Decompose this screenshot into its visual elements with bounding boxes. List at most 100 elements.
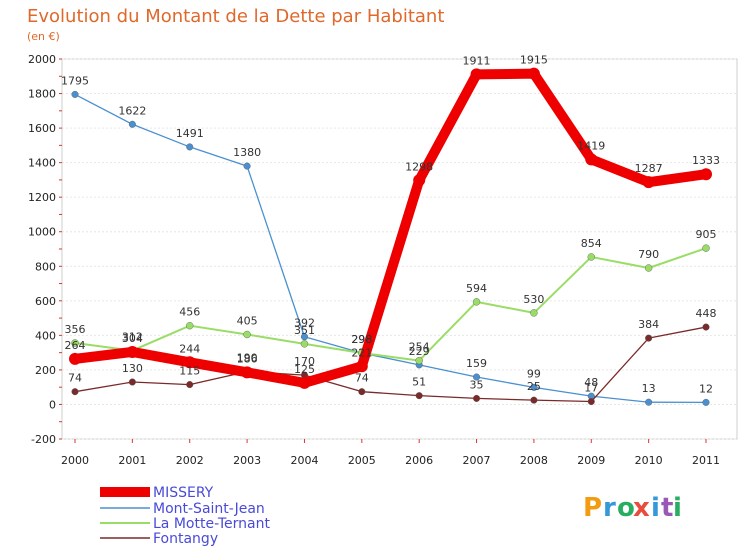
y-tick-label: 800 [35, 260, 56, 273]
data-point [587, 253, 595, 261]
data-point [186, 321, 194, 330]
data-label: 99 [527, 367, 541, 380]
data-label: 392 [294, 317, 315, 330]
data-point [702, 244, 710, 252]
data-point [128, 120, 136, 128]
data-point [300, 333, 308, 341]
data-point [413, 174, 426, 187]
data-label: 170 [294, 355, 315, 368]
data-label: 456 [179, 306, 200, 319]
series-group [69, 67, 712, 406]
data-point [530, 309, 538, 317]
data-point [470, 68, 483, 81]
data-label: 1622 [118, 104, 146, 117]
data-label: 130 [122, 362, 143, 375]
x-tick-label: 2001 [118, 454, 146, 467]
data-label: 221 [351, 346, 372, 359]
data-point [300, 340, 309, 348]
x-tick-label: 2006 [405, 454, 433, 467]
logo-letter: i [651, 493, 660, 523]
data-labels: 1795 1622 1491 1380 392 298 229 159 99 48 13 12 356 3… [61, 54, 720, 396]
x-tick-label: 2008 [520, 454, 548, 467]
data-point [243, 330, 251, 339]
x-tick-label: 2005 [348, 454, 376, 467]
data-point [645, 334, 653, 342]
data-point [355, 360, 368, 373]
legend-item: La Motte-Ternant [153, 516, 270, 532]
legend-item: Mont-Saint-Jean [153, 501, 265, 517]
data-label: 1298 [405, 160, 433, 173]
data-point [69, 352, 81, 365]
logo-letter: i [673, 493, 682, 523]
data-point [585, 153, 598, 166]
y-tick-label: 0 [49, 398, 56, 411]
data-point [126, 345, 139, 358]
data-label: 790 [638, 248, 659, 261]
data-point [645, 398, 653, 406]
data-label: 1333 [692, 154, 720, 167]
data-label: 1491 [176, 127, 204, 140]
x-tick-label: 2002 [176, 454, 204, 467]
data-label: 530 [523, 293, 544, 306]
x-axis: 2000 2001 2002 2003 2004 2005 2006 2007 2008 2009… [61, 439, 720, 467]
x-tick-label: 2009 [577, 454, 605, 467]
x-tick-label: 2007 [463, 454, 491, 467]
data-point [527, 67, 540, 80]
data-label: 25 [527, 380, 541, 393]
data-label: 384 [638, 318, 659, 331]
data-point [644, 264, 653, 272]
data-label: 115 [179, 365, 200, 378]
data-point [700, 168, 712, 181]
logo-letter: t [661, 493, 673, 523]
logo-letter: x [633, 493, 650, 523]
data-point [128, 378, 136, 386]
x-tick-label: 2011 [692, 454, 720, 467]
y-tick-label: 2000 [28, 53, 56, 66]
data-label: 254 [409, 341, 430, 354]
data-label: 594 [466, 282, 487, 295]
data-point [415, 392, 423, 400]
y-tick-label: 200 [35, 364, 56, 377]
series-line-1 [74, 93, 707, 404]
data-label: 186 [237, 352, 258, 365]
data-label: 74 [355, 372, 369, 385]
data-label: 12 [699, 382, 713, 395]
data-point [71, 90, 79, 98]
data-label: 905 [696, 228, 717, 241]
data-point [473, 394, 481, 402]
data-label: 351 [294, 324, 315, 337]
y-tick-label: 1400 [28, 157, 56, 170]
data-label: 51 [412, 376, 426, 389]
series-line-2 [74, 247, 707, 362]
data-point [71, 339, 79, 347]
data-label: 356 [65, 323, 86, 336]
data-point [71, 388, 79, 396]
data-label: 854 [581, 237, 602, 250]
chart-subtitle: (en €) [27, 30, 60, 43]
logo-letter: o [617, 493, 635, 523]
y-tick-label: 1000 [28, 226, 56, 239]
data-label: 244 [179, 342, 200, 355]
data-label: 17 [584, 382, 598, 395]
data-label: 74 [68, 372, 82, 385]
data-label: 125 [294, 363, 315, 376]
data-label: 35 [470, 378, 484, 391]
data-point [530, 396, 538, 404]
y-tick-label: -200 [31, 433, 56, 446]
data-point [186, 143, 194, 151]
x-tick-label: 2010 [635, 454, 663, 467]
data-label: 298 [351, 333, 372, 346]
data-point [473, 373, 481, 381]
data-label: 298 [351, 333, 372, 346]
data-point [358, 388, 366, 396]
y-tick-label: 600 [35, 295, 56, 308]
data-label: 229 [409, 345, 430, 358]
data-point [587, 398, 595, 406]
legend-item: MISSERY [153, 485, 214, 501]
data-label: 1380 [233, 146, 261, 159]
x-tick-label: 2004 [290, 454, 318, 467]
data-label: 312 [122, 331, 143, 344]
data-point [530, 383, 538, 391]
